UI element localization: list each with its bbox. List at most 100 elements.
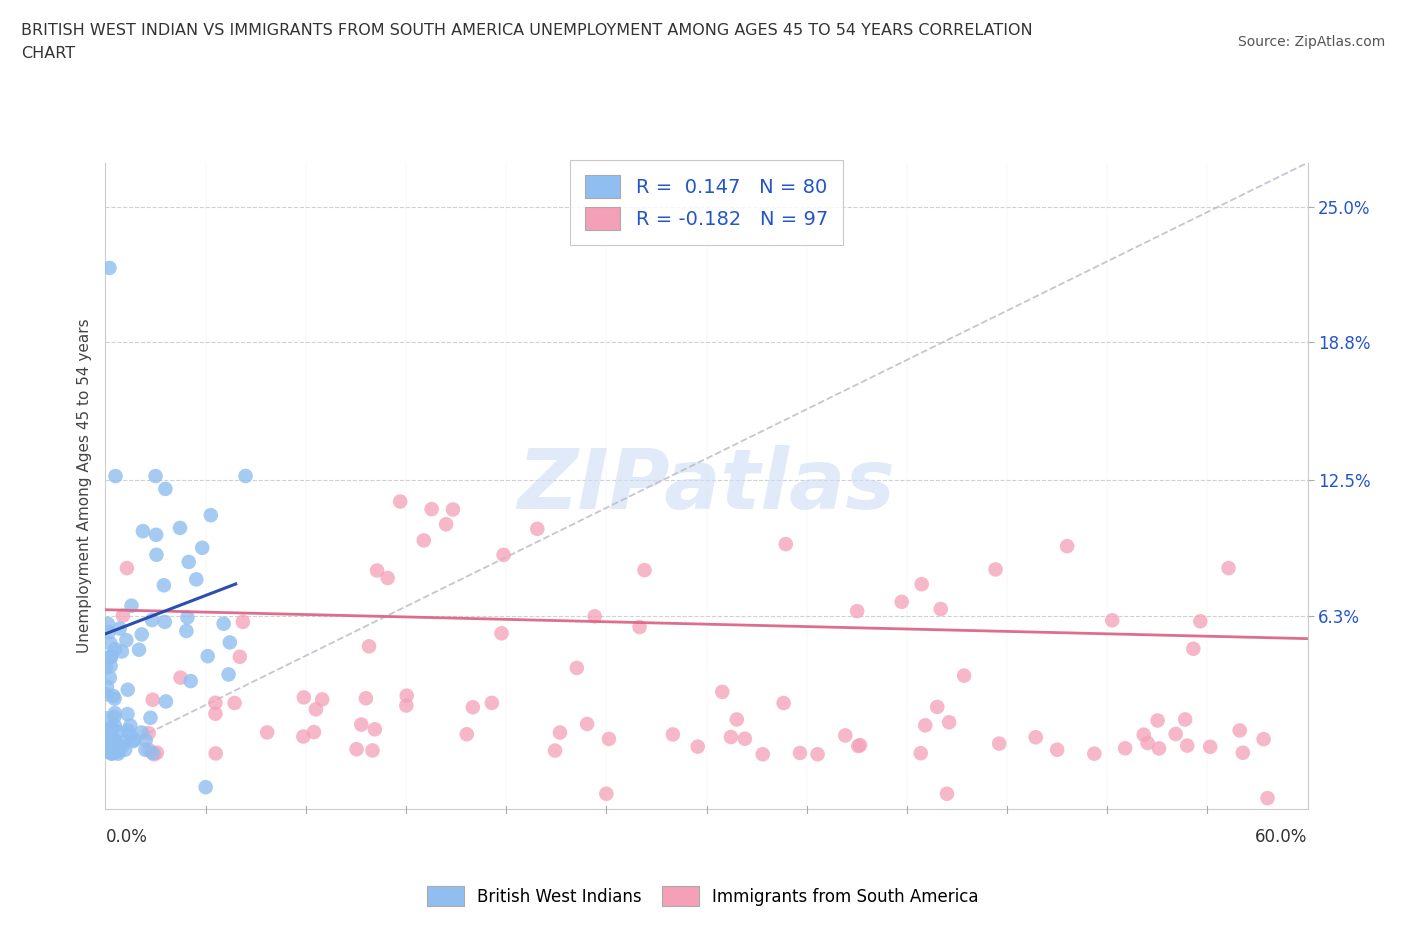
Point bbox=[101, 747, 124, 762]
Point bbox=[302, 724, 325, 739]
Point bbox=[169, 671, 191, 685]
Point bbox=[772, 696, 794, 711]
Point bbox=[121, 598, 143, 613]
Point bbox=[145, 548, 167, 563]
Point bbox=[115, 561, 138, 576]
Point bbox=[103, 710, 125, 724]
Point bbox=[191, 540, 214, 555]
Point bbox=[107, 724, 129, 739]
Point bbox=[849, 737, 872, 752]
Point bbox=[1046, 742, 1069, 757]
Point bbox=[1147, 741, 1170, 756]
Point bbox=[135, 733, 157, 748]
Text: 0.0%: 0.0% bbox=[105, 828, 148, 845]
Y-axis label: Unemployment Among Ages 45 to 54 years: Unemployment Among Ages 45 to 54 years bbox=[77, 319, 93, 653]
Point bbox=[633, 563, 655, 578]
Point bbox=[100, 650, 122, 665]
Point bbox=[583, 609, 606, 624]
Point bbox=[100, 737, 122, 751]
Point bbox=[1056, 538, 1078, 553]
Point bbox=[846, 738, 869, 753]
Point bbox=[311, 692, 333, 707]
Text: ZIPatlas: ZIPatlas bbox=[517, 445, 896, 526]
Point bbox=[1025, 730, 1047, 745]
Point bbox=[890, 594, 912, 609]
Point bbox=[914, 718, 936, 733]
Legend: British West Indians, Immigrants from South America: British West Indians, Immigrants from So… bbox=[420, 880, 986, 912]
Point bbox=[232, 615, 254, 630]
Point bbox=[98, 636, 121, 651]
Point bbox=[117, 707, 139, 722]
Point bbox=[377, 570, 399, 585]
Point bbox=[456, 727, 478, 742]
Point bbox=[929, 602, 952, 617]
Point bbox=[98, 260, 121, 275]
Point bbox=[155, 694, 177, 709]
Point bbox=[139, 711, 162, 725]
Point bbox=[357, 639, 380, 654]
Point bbox=[134, 742, 156, 757]
Point bbox=[936, 787, 959, 802]
Point bbox=[96, 744, 118, 759]
Point bbox=[108, 621, 131, 636]
Point bbox=[292, 690, 315, 705]
Point bbox=[97, 735, 120, 750]
Point bbox=[595, 787, 617, 802]
Point bbox=[576, 716, 599, 731]
Point bbox=[100, 746, 122, 761]
Point bbox=[155, 482, 177, 497]
Point bbox=[491, 626, 513, 641]
Point bbox=[97, 617, 120, 631]
Point bbox=[1253, 732, 1275, 747]
Point bbox=[107, 746, 129, 761]
Point bbox=[124, 733, 146, 748]
Point bbox=[107, 744, 129, 759]
Point bbox=[1101, 613, 1123, 628]
Point bbox=[346, 742, 368, 757]
Point bbox=[441, 502, 464, 517]
Point bbox=[305, 702, 328, 717]
Point bbox=[103, 745, 125, 760]
Point bbox=[789, 746, 811, 761]
Point bbox=[412, 533, 434, 548]
Text: 60.0%: 60.0% bbox=[1256, 828, 1308, 845]
Point bbox=[212, 617, 235, 631]
Point bbox=[138, 743, 160, 758]
Point bbox=[984, 562, 1007, 577]
Point bbox=[354, 691, 377, 706]
Point bbox=[176, 610, 198, 625]
Point bbox=[153, 578, 176, 592]
Point bbox=[420, 501, 443, 516]
Point bbox=[117, 723, 139, 737]
Point bbox=[1083, 746, 1105, 761]
Point bbox=[97, 625, 120, 640]
Point bbox=[177, 554, 200, 569]
Point bbox=[628, 619, 651, 634]
Point bbox=[96, 737, 118, 751]
Point bbox=[235, 469, 257, 484]
Text: BRITISH WEST INDIAN VS IMMIGRANTS FROM SOUTH AMERICA UNEMPLOYMENT AMONG AGES 45 : BRITISH WEST INDIAN VS IMMIGRANTS FROM S… bbox=[21, 23, 1033, 38]
Point bbox=[153, 615, 176, 630]
Point bbox=[96, 679, 118, 694]
Point bbox=[146, 745, 169, 760]
Point bbox=[662, 727, 685, 742]
Point bbox=[104, 691, 127, 706]
Point bbox=[910, 746, 932, 761]
Point bbox=[751, 747, 773, 762]
Point bbox=[548, 725, 571, 740]
Point bbox=[434, 517, 457, 532]
Point bbox=[686, 739, 709, 754]
Point bbox=[131, 725, 153, 740]
Point bbox=[1218, 561, 1240, 576]
Point bbox=[138, 725, 160, 740]
Point bbox=[180, 673, 202, 688]
Point bbox=[1114, 741, 1136, 756]
Point bbox=[395, 698, 418, 713]
Point bbox=[1199, 739, 1222, 754]
Point bbox=[598, 732, 620, 747]
Point bbox=[96, 687, 118, 702]
Point bbox=[128, 643, 150, 658]
Point bbox=[117, 683, 139, 698]
Point bbox=[775, 537, 797, 551]
Point bbox=[197, 649, 219, 664]
